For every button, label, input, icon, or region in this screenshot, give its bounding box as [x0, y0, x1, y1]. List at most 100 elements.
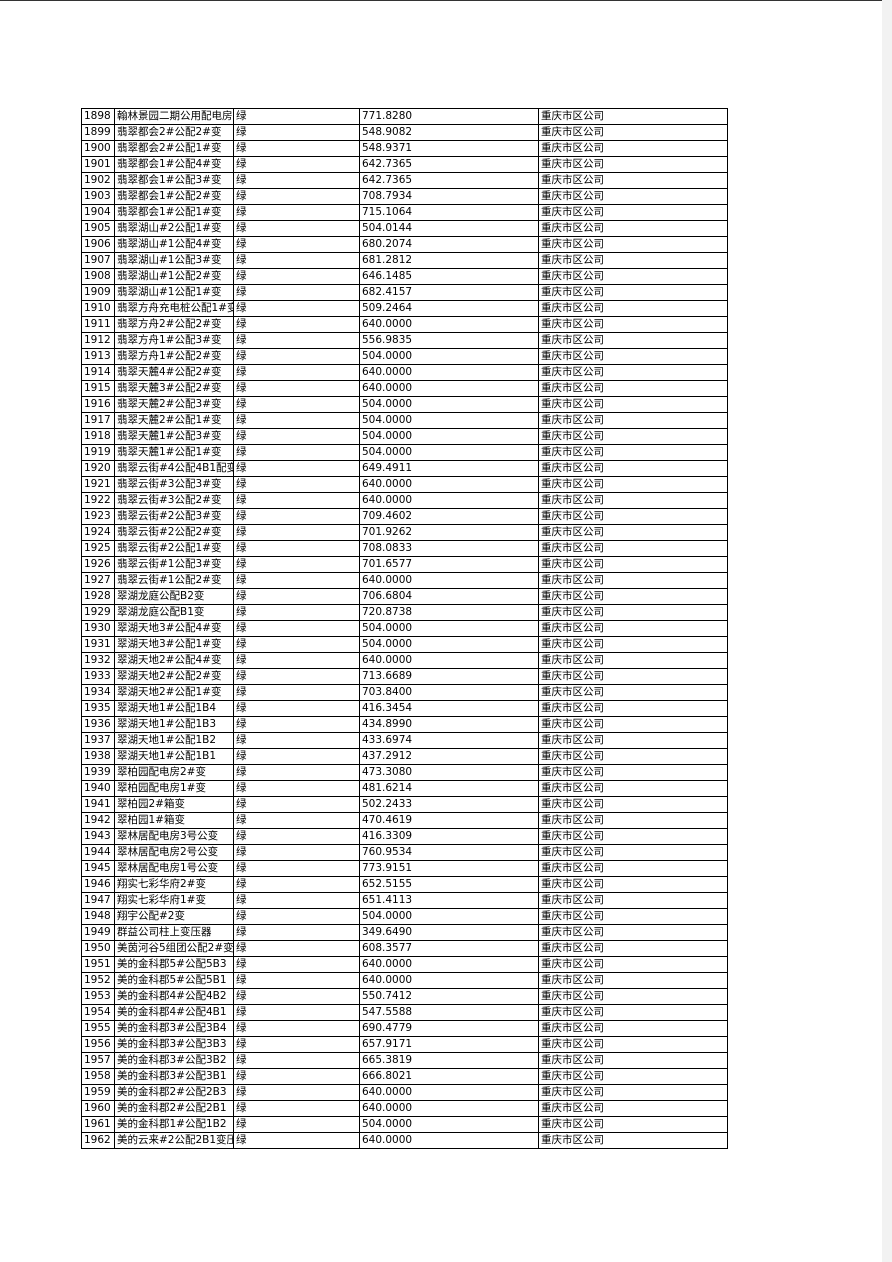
row-value: 682.4157 [359, 284, 539, 301]
row-name: 翡翠云街#3公配2#变 [114, 492, 234, 509]
row-company: 重庆市区公司 [538, 764, 728, 781]
row-company: 重庆市区公司 [538, 892, 728, 909]
row-name: 翡翠方舟2#公配2#变 [114, 316, 234, 333]
row-name: 美的云来#2公配2B1变压器 [114, 1132, 234, 1149]
row-value: 433.6974 [359, 732, 539, 749]
row-id: 1937 [81, 732, 115, 749]
row-value: 640.0000 [359, 492, 539, 509]
row-value: 473.3080 [359, 764, 539, 781]
table-row: 1961 美的金科郡1#公配1B2 绿 504.0000 重庆市区公司 [81, 1116, 728, 1133]
row-company: 重庆市区公司 [538, 108, 728, 125]
row-company: 重庆市区公司 [538, 140, 728, 157]
row-name: 翠湖天地2#公配1#变 [114, 684, 234, 701]
table-row: 1942 翠柏园1#箱变绿 470.4619 重庆市区公司 [81, 812, 728, 829]
row-name: 翡翠天麓1#公配1#变 [114, 444, 234, 461]
row-id: 1943 [81, 828, 115, 845]
row-status: 绿 [233, 972, 360, 989]
row-value: 504.0144 [359, 220, 539, 237]
row-status: 绿 [233, 396, 360, 413]
page-top-border [0, 0, 892, 1]
row-id: 1938 [81, 748, 115, 765]
row-status: 绿 [233, 556, 360, 573]
row-status: 绿 [233, 204, 360, 221]
row-value: 657.9171 [359, 1036, 539, 1053]
row-value: 640.0000 [359, 1100, 539, 1117]
row-id: 1944 [81, 844, 115, 861]
row-id: 1905 [81, 220, 115, 237]
row-status: 绿 [233, 476, 360, 493]
row-status: 绿 [233, 1084, 360, 1101]
table-row: 1911 翡翠方舟2#公配2#变绿 640.0000 重庆市区公司 [81, 316, 728, 333]
row-value: 556.9835 [359, 332, 539, 349]
row-value: 640.0000 [359, 1132, 539, 1149]
row-name: 翡翠都会2#公配1#变 [114, 140, 234, 157]
row-company: 重庆市区公司 [538, 924, 728, 941]
row-company: 重庆市区公司 [538, 332, 728, 349]
table-row: 1943 翠林居配电房3号公变绿 416.3309 重庆市区公司 [81, 828, 728, 845]
row-value: 642.7365 [359, 172, 539, 189]
row-id: 1925 [81, 540, 115, 557]
row-name: 翡翠天麓1#公配3#变 [114, 428, 234, 445]
row-value: 509.2464 [359, 300, 539, 317]
row-status: 绿 [233, 668, 360, 685]
table-row: 1928 翠湖龙庭公配B2变绿 706.6804 重庆市区公司 [81, 588, 728, 605]
row-id: 1953 [81, 988, 115, 1005]
row-status: 绿 [233, 748, 360, 765]
row-status: 绿 [233, 924, 360, 941]
row-status: 绿 [233, 828, 360, 845]
row-id: 1941 [81, 796, 115, 813]
row-name: 翠湖天地1#公配1B2 [114, 732, 234, 749]
table-row: 1906 翡翠湖山#1公配4#变绿 680.2074 重庆市区公司 [81, 236, 728, 253]
row-name: 翡翠云街#4公配4B1配变 [114, 460, 234, 477]
row-value: 640.0000 [359, 956, 539, 973]
row-value: 680.2074 [359, 236, 539, 253]
row-id: 1956 [81, 1036, 115, 1053]
table-body: 1898 翰林景园二期公用配电房# 绿 771.8280 重庆市区公司 1899 翡翠都会2… [81, 108, 728, 1149]
row-status: 绿 [233, 364, 360, 381]
row-id: 1919 [81, 444, 115, 461]
row-value: 608.3577 [359, 940, 539, 957]
row-status: 绿 [233, 380, 360, 397]
row-company: 重庆市区公司 [538, 236, 728, 253]
row-value: 504.0000 [359, 428, 539, 445]
row-company: 重庆市区公司 [538, 956, 728, 973]
row-status: 绿 [233, 796, 360, 813]
row-value: 548.9371 [359, 140, 539, 157]
row-id: 1914 [81, 364, 115, 381]
table-row: 1934 翠湖天地2#公配1#变绿 703.8400 重庆市区公司 [81, 684, 728, 701]
row-id: 1939 [81, 764, 115, 781]
row-id: 1954 [81, 1004, 115, 1021]
row-id: 1960 [81, 1100, 115, 1117]
table-row: 1953 美的金科郡4#公配4B2 绿 550.7412 重庆市区公司 [81, 988, 728, 1005]
row-id: 1933 [81, 668, 115, 685]
row-id: 1957 [81, 1052, 115, 1069]
row-name: 翠湖龙庭公配B1变 [114, 604, 234, 621]
row-name: 翡翠云街#2公配1#变 [114, 540, 234, 557]
table-row: 1952 美的金科郡5#公配5B1 绿 640.0000 重庆市区公司 [81, 972, 728, 989]
table-row: 1927 翡翠云街#1公配2#变绿 640.0000 重庆市区公司 [81, 572, 728, 589]
row-id: 1908 [81, 268, 115, 285]
row-value: 703.8400 [359, 684, 539, 701]
row-id: 1940 [81, 780, 115, 797]
table-row: 1910 翡翠方舟充电桩公配1#变绿 509.2464 重庆市区公司 [81, 300, 728, 317]
row-id: 1909 [81, 284, 115, 301]
table-row: 1924 翡翠云街#2公配2#变绿 701.9262 重庆市区公司 [81, 524, 728, 541]
row-value: 416.3309 [359, 828, 539, 845]
row-value: 665.3819 [359, 1052, 539, 1069]
table-row: 1900 翡翠都会2#公配1#变绿 548.9371 重庆市区公司 [81, 140, 728, 157]
row-status: 绿 [233, 220, 360, 237]
row-company: 重庆市区公司 [538, 204, 728, 221]
row-name: 翡翠湖山#1公配4#变 [114, 236, 234, 253]
row-company: 重庆市区公司 [538, 476, 728, 493]
row-company: 重庆市区公司 [538, 380, 728, 397]
row-name: 翡翠天麓2#公配1#变 [114, 412, 234, 429]
table-row: 1915 翡翠天麓3#公配2#变绿 640.0000 重庆市区公司 [81, 380, 728, 397]
row-name: 翡翠都会1#公配3#变 [114, 172, 234, 189]
table-row: 1917 翡翠天麓2#公配1#变绿 504.0000 重庆市区公司 [81, 412, 728, 429]
row-name: 翡翠都会2#公配2#变 [114, 124, 234, 141]
row-value: 701.9262 [359, 524, 539, 541]
table-row: 1903 翡翠都会1#公配2#变绿 708.7934 重庆市区公司 [81, 188, 728, 205]
row-status: 绿 [233, 1068, 360, 1085]
row-id: 1913 [81, 348, 115, 365]
row-id: 1936 [81, 716, 115, 733]
